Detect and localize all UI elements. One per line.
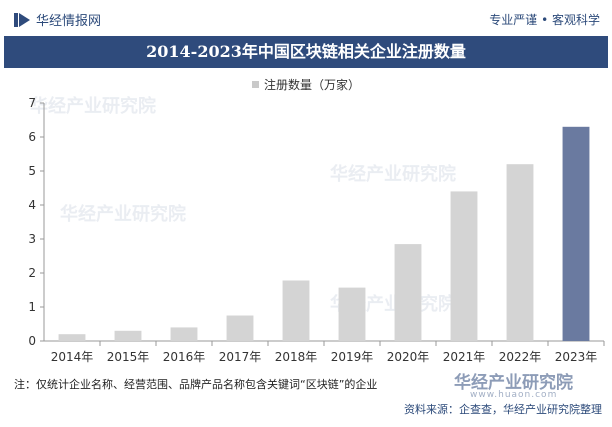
bar — [394, 244, 422, 341]
legend-swatch — [251, 81, 259, 88]
y-tick-label: 4 — [28, 198, 36, 212]
x-tick-label: 2022年 — [499, 350, 542, 364]
bar — [114, 330, 142, 341]
bar — [506, 164, 534, 341]
brand: 华经情报网 — [14, 10, 101, 29]
chart-note: 注：仅统计企业名称、经营范围、品牌产品名称包含关键词“区块链”的企业 — [14, 378, 378, 391]
chart-source: 资料来源：企查查，华经产业研究院整理 — [404, 403, 602, 416]
y-tick-label: 3 — [28, 232, 36, 246]
bar — [170, 327, 198, 341]
x-tick-label: 2019年 — [331, 350, 374, 364]
x-tick-label: 2014年 — [51, 350, 94, 364]
y-tick-label: 7 — [28, 96, 36, 110]
x-tick-label: 2017年 — [219, 350, 262, 364]
bar — [338, 287, 366, 341]
y-tick-label: 2 — [28, 266, 36, 280]
y-tick-label: 0 — [28, 334, 36, 348]
x-tick-label: 2023年 — [555, 350, 598, 364]
x-tick-label: 2021年 — [443, 350, 486, 364]
x-tick-label: 2016年 — [163, 350, 206, 364]
chart-legend: 注册数量（万家） — [0, 76, 612, 93]
chart-title: 2014-2023年中国区块链相关企业注册数量 — [4, 36, 608, 68]
y-tick-label: 5 — [28, 164, 36, 178]
x-tick-label: 2015年 — [107, 350, 150, 364]
brand-name: 华经情报网 — [36, 14, 102, 29]
bar — [58, 334, 86, 341]
y-tick-label: 6 — [28, 130, 36, 144]
watermark-url: www.huaon.com — [470, 390, 558, 400]
slogan: 专业严谨 • 客观科学 — [489, 13, 600, 27]
top-bar: 华经情报网 专业严谨 • 客观科学 — [0, 0, 612, 36]
bar — [282, 280, 310, 341]
legend-label: 注册数量（万家） — [263, 78, 360, 92]
brand-logo-icon — [14, 12, 30, 27]
bar — [562, 126, 590, 341]
x-tick-label: 2020年 — [387, 350, 430, 364]
watermark-logo-text: 华经产业研究院 — [454, 373, 573, 393]
bar — [450, 191, 478, 341]
y-tick-label: 1 — [28, 300, 36, 314]
bar — [226, 315, 254, 341]
x-tick-label: 2018年 — [275, 350, 318, 364]
